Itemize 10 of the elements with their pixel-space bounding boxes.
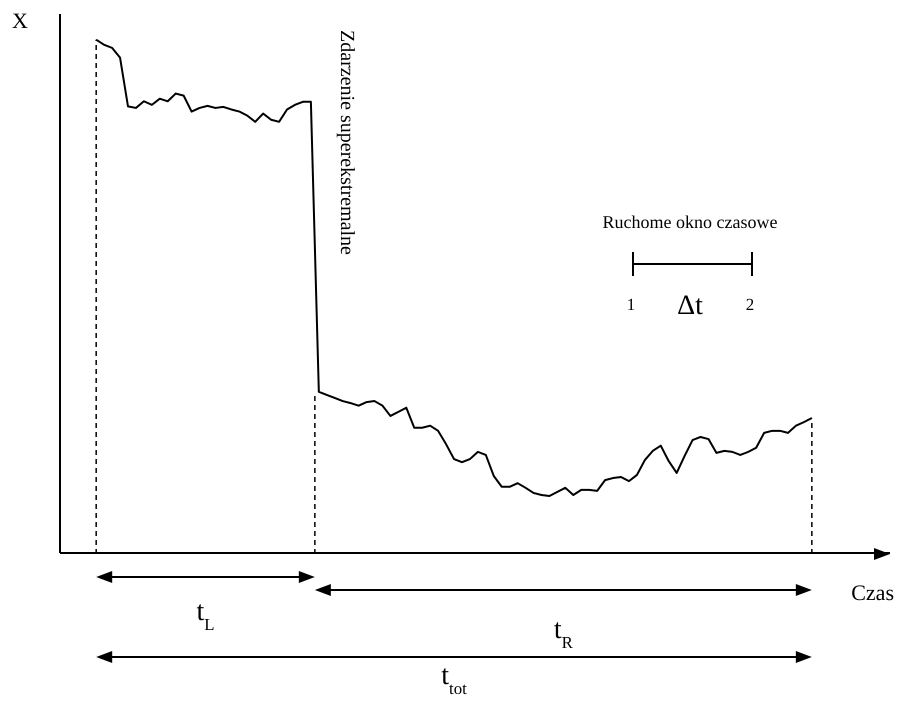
text: t$_{R}$ xyxy=(554,614,574,652)
annotation: 2 xyxy=(746,295,754,314)
annotation: Zdarzenie superekstremalne xyxy=(336,30,358,256)
annotation: 1 xyxy=(626,295,636,314)
x-axis-title: Czas xyxy=(851,580,894,605)
annotation: Δt xyxy=(677,290,704,321)
annotation: Ruchome okno czasowe xyxy=(602,212,778,232)
y-axis-title: X xyxy=(12,8,28,33)
text: t$_{tot}$ xyxy=(441,660,468,698)
text: t$_{L}$ xyxy=(196,596,215,634)
